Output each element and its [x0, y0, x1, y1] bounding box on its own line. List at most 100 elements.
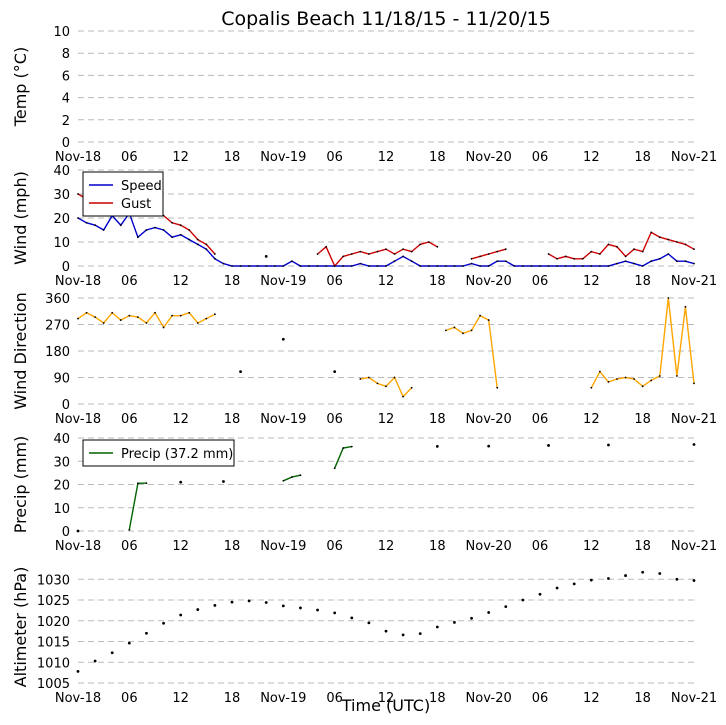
x-tick-label: 18 — [224, 691, 241, 706]
data-point — [325, 245, 328, 248]
data-point — [436, 265, 439, 267]
series-line — [77, 311, 216, 329]
data-point — [675, 375, 678, 377]
data-point — [384, 629, 388, 633]
data-point — [171, 221, 174, 224]
data-point — [393, 253, 396, 255]
x-tick-label: 18 — [429, 150, 446, 165]
plot-area — [78, 571, 694, 683]
data-point — [239, 370, 242, 374]
data-point — [641, 385, 644, 388]
data-point — [376, 250, 379, 253]
data-point — [402, 248, 405, 251]
data-point — [556, 257, 559, 260]
x-tick-label: Nov-18 — [55, 539, 101, 554]
data-point — [367, 253, 370, 255]
data-point — [77, 217, 79, 219]
y-tick-label: 30 — [53, 455, 70, 470]
data-point — [333, 265, 336, 267]
data-point — [624, 574, 627, 577]
x-tick-label: 06 — [532, 691, 549, 706]
legend-box — [82, 171, 164, 217]
data-point — [282, 479, 285, 482]
series-line — [283, 474, 301, 482]
data-point — [342, 255, 345, 258]
legend-label: Gust — [121, 197, 151, 212]
data-point — [76, 529, 80, 533]
x-tick-label: Nov-21 — [671, 539, 717, 554]
data-point — [213, 313, 216, 316]
data-point — [607, 243, 610, 246]
data-point — [607, 577, 610, 580]
data-point — [205, 317, 208, 320]
x-tick-label: 18 — [224, 150, 241, 165]
data-point — [598, 370, 601, 373]
data-point — [367, 621, 371, 625]
data-point — [154, 226, 156, 229]
data-point — [367, 376, 370, 379]
x-tick-label: 18 — [224, 274, 241, 289]
data-point — [239, 265, 242, 267]
data-point — [402, 255, 405, 258]
data-point — [410, 250, 413, 253]
data-point — [154, 311, 156, 314]
data-point — [555, 586, 559, 590]
data-point — [436, 245, 439, 248]
y-tick-label: 0 — [62, 525, 70, 540]
y-tick-label: 30 — [53, 188, 70, 203]
data-point — [264, 255, 268, 258]
data-point — [581, 265, 584, 267]
data-point — [667, 238, 670, 241]
data-point — [496, 260, 499, 263]
data-point — [470, 616, 473, 620]
data-point — [376, 382, 379, 385]
x-tick-label: 12 — [378, 539, 395, 554]
data-point — [616, 245, 618, 248]
x-tick-label: 18 — [429, 274, 446, 289]
data-point — [127, 641, 131, 645]
y-tick-label: 1025 — [37, 594, 70, 609]
y-tick-label: 4 — [62, 92, 70, 107]
data-point — [145, 482, 148, 485]
x-tick-label: Nov-19 — [260, 412, 306, 427]
data-point — [453, 621, 456, 624]
x-tick-label: 12 — [378, 412, 395, 427]
data-point — [281, 337, 285, 341]
x-tick-label: 12 — [583, 539, 600, 554]
x-tick-label: 12 — [172, 691, 189, 706]
data-point — [487, 611, 491, 614]
data-point — [564, 255, 567, 258]
y-axis-title: Altimeter (hPa) — [11, 567, 30, 688]
x-tick-label: 12 — [583, 150, 600, 165]
data-point — [633, 248, 636, 251]
data-point — [196, 243, 199, 246]
data-point — [299, 606, 302, 610]
x-tick-label: 06 — [121, 150, 138, 165]
data-point — [658, 572, 662, 575]
data-point — [282, 265, 285, 267]
x-tick-label: 06 — [532, 150, 549, 165]
data-point — [385, 248, 387, 251]
data-point — [230, 600, 234, 604]
y-axis-title: Wind (mph) — [11, 171, 30, 265]
y-tick-label: 1015 — [37, 636, 70, 651]
data-point — [393, 260, 396, 263]
data-point — [444, 329, 447, 332]
data-point — [427, 265, 430, 267]
series-line — [590, 297, 695, 389]
data-point — [333, 467, 336, 470]
data-point — [290, 476, 293, 478]
x-tick-label: 12 — [583, 412, 600, 427]
x-tick-label: 18 — [634, 274, 651, 289]
y-tick-label: 1020 — [37, 615, 70, 630]
data-point — [222, 480, 225, 483]
data-point — [590, 250, 593, 253]
data-point — [684, 243, 687, 246]
data-point — [538, 592, 542, 596]
data-point — [633, 378, 636, 380]
data-point — [589, 578, 593, 582]
series-line — [128, 482, 147, 530]
data-point — [444, 265, 447, 267]
x-tick-label: 06 — [121, 691, 138, 706]
y-tick-label: 10 — [53, 236, 70, 251]
